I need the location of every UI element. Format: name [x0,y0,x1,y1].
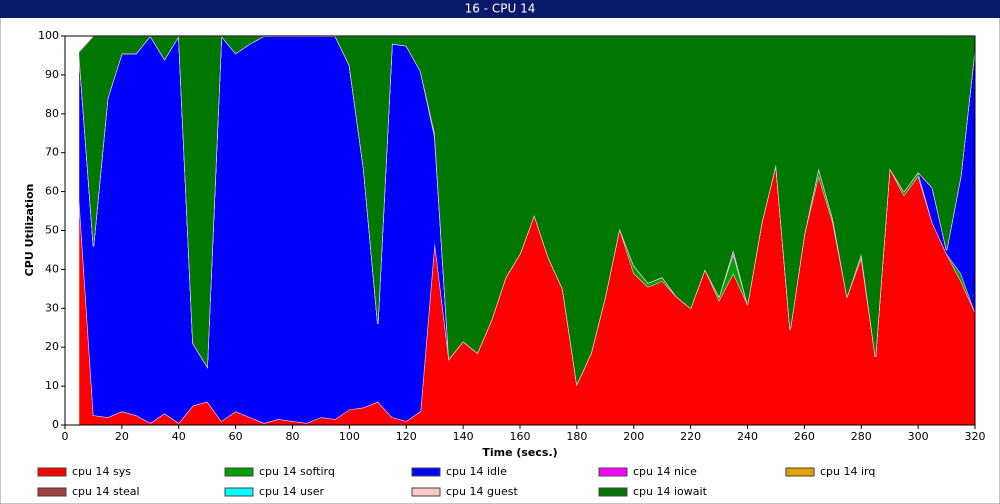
x-tick-label: 220 [680,430,701,443]
y-tick-label: 10 [45,379,59,392]
x-tick-label: 100 [339,430,360,443]
legend-label: cpu 14 softirq [259,465,335,478]
x-tick-label: 0 [62,430,69,443]
y-tick-label: 50 [45,224,59,237]
x-tick-label: 180 [566,430,587,443]
y-tick-label: 70 [45,146,59,159]
x-tick-label: 60 [229,430,243,443]
x-tick-label: 200 [623,430,644,443]
legend-label: cpu 14 sys [72,465,131,478]
legend-label: cpu 14 iowait [633,485,708,498]
x-tick-label: 140 [453,430,474,443]
x-axis-label: Time (secs.) [482,446,557,459]
legend-swatch [411,487,441,497]
y-tick-label: 80 [45,107,59,120]
legend-swatch [224,467,254,477]
y-tick-label: 0 [52,418,59,431]
legend-label: cpu 14 guest [446,485,518,498]
area [79,36,975,424]
title-bar [0,0,1000,18]
legend-swatch [37,467,67,477]
y-tick-label: 40 [45,262,59,275]
x-tick-label: 260 [794,430,815,443]
x-tick-label: 240 [737,430,758,443]
legend-label: cpu 14 nice [633,465,697,478]
y-tick-label: 90 [45,68,59,81]
x-tick-label: 20 [115,430,129,443]
x-tick-label: 320 [965,430,986,443]
x-tick-label: 120 [396,430,417,443]
legend-swatch [785,467,815,477]
y-tick-label: 60 [45,185,59,198]
legend-swatch [598,467,628,477]
x-tick-label: 40 [172,430,186,443]
y-axis-label: CPU Utilization [23,184,36,277]
x-tick-label: 280 [851,430,872,443]
legend-swatch [598,487,628,497]
y-tick-label: 100 [38,29,59,42]
legend-label: cpu 14 irq [820,465,875,478]
y-tick-label: 20 [45,340,59,353]
x-tick-label: 300 [908,430,929,443]
legend-label: cpu 14 idle [446,465,507,478]
x-tick-label: 80 [286,430,300,443]
legend-swatch [224,487,254,497]
y-tick-label: 30 [45,301,59,314]
legend-swatch [37,487,67,497]
area [79,36,975,385]
x-tick-label: 160 [510,430,531,443]
area [79,164,975,425]
chart-title: 16 - CPU 14 [465,2,536,16]
legend-label: cpu 14 steal [72,485,140,498]
legend-label: cpu 14 user [259,485,324,498]
legend-swatch [411,467,441,477]
